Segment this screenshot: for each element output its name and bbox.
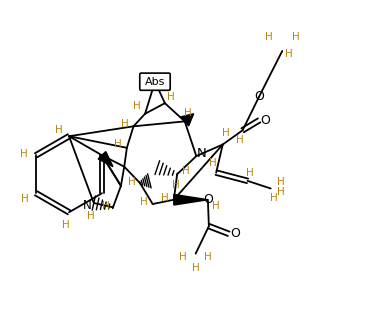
Text: H: H	[62, 220, 69, 230]
Text: H: H	[121, 119, 129, 129]
Text: H: H	[179, 252, 187, 262]
Text: H: H	[209, 158, 217, 168]
Text: H: H	[54, 125, 62, 135]
Polygon shape	[181, 114, 194, 126]
Text: N: N	[83, 199, 91, 212]
Text: H: H	[193, 264, 200, 274]
Text: H: H	[212, 201, 220, 211]
Text: H: H	[161, 193, 168, 203]
Text: H: H	[20, 194, 29, 204]
Text: H: H	[183, 108, 191, 118]
Text: O: O	[254, 90, 264, 103]
Text: H: H	[167, 92, 175, 102]
Polygon shape	[174, 195, 208, 205]
Text: H: H	[102, 201, 110, 211]
Text: O: O	[260, 114, 270, 127]
Text: N: N	[197, 147, 207, 160]
Text: H: H	[172, 180, 179, 190]
Polygon shape	[98, 152, 113, 167]
Text: O: O	[230, 227, 240, 240]
Text: H: H	[128, 177, 136, 187]
Text: Abs: Abs	[145, 77, 165, 87]
Text: H: H	[87, 210, 95, 220]
Text: H: H	[114, 139, 122, 149]
Text: H: H	[278, 187, 285, 197]
Text: H: H	[265, 32, 273, 42]
Text: H: H	[246, 168, 254, 178]
Text: H: H	[222, 128, 229, 138]
FancyBboxPatch shape	[140, 73, 170, 90]
Text: H: H	[270, 194, 278, 204]
Text: H: H	[236, 135, 244, 145]
Text: H: H	[20, 149, 27, 159]
Text: H: H	[181, 166, 189, 176]
Text: O: O	[203, 193, 213, 206]
Text: H: H	[204, 252, 212, 262]
Text: H: H	[292, 32, 300, 42]
Text: H: H	[285, 49, 293, 59]
Text: H: H	[133, 102, 141, 112]
Text: H: H	[139, 197, 147, 208]
Text: H: H	[277, 177, 284, 187]
